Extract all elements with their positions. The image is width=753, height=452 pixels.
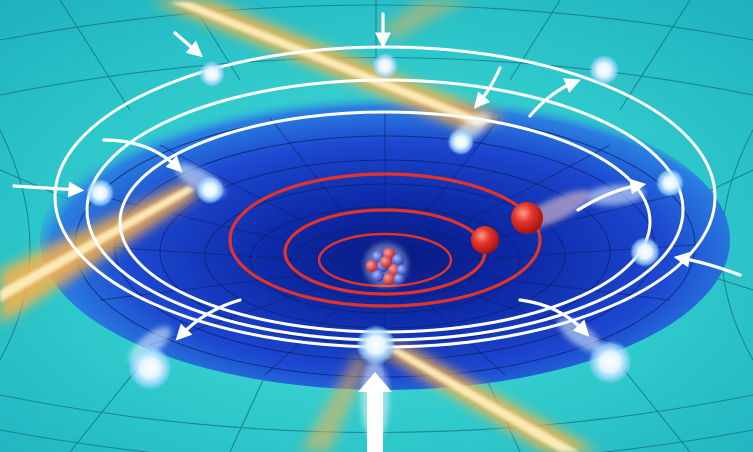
red-orbit-outer [228,172,542,308]
particle-icon [448,129,474,155]
particle-icon [128,346,172,390]
arrow-icon [173,31,203,58]
arrow-icon [175,298,242,341]
particle-icon [199,61,225,87]
particle-icon [372,53,398,79]
nucleus-icon [364,243,408,287]
particle-icon [589,55,619,85]
particle-icon [356,325,396,365]
red-particle-icon [471,226,499,254]
arrows [12,12,742,341]
arrow-icon [576,178,647,212]
bottom-arrow-icon [358,372,392,452]
particle-icon [86,179,114,207]
particle-icon [630,237,660,267]
arrow-icon [12,181,85,198]
particle-icon [656,169,684,197]
well-grid-radials [74,110,696,385]
light-beam-icon [0,182,200,325]
red-particle-icon [511,202,543,234]
arrow-icon [518,298,590,337]
arrow-icon [673,251,742,277]
red-particles [471,202,543,254]
arrow-icon [528,78,581,118]
arrow-icon [473,66,502,109]
particles [86,53,684,390]
particle-icon [196,176,224,204]
arrow-icon [102,138,183,173]
particle-icon [588,340,632,384]
